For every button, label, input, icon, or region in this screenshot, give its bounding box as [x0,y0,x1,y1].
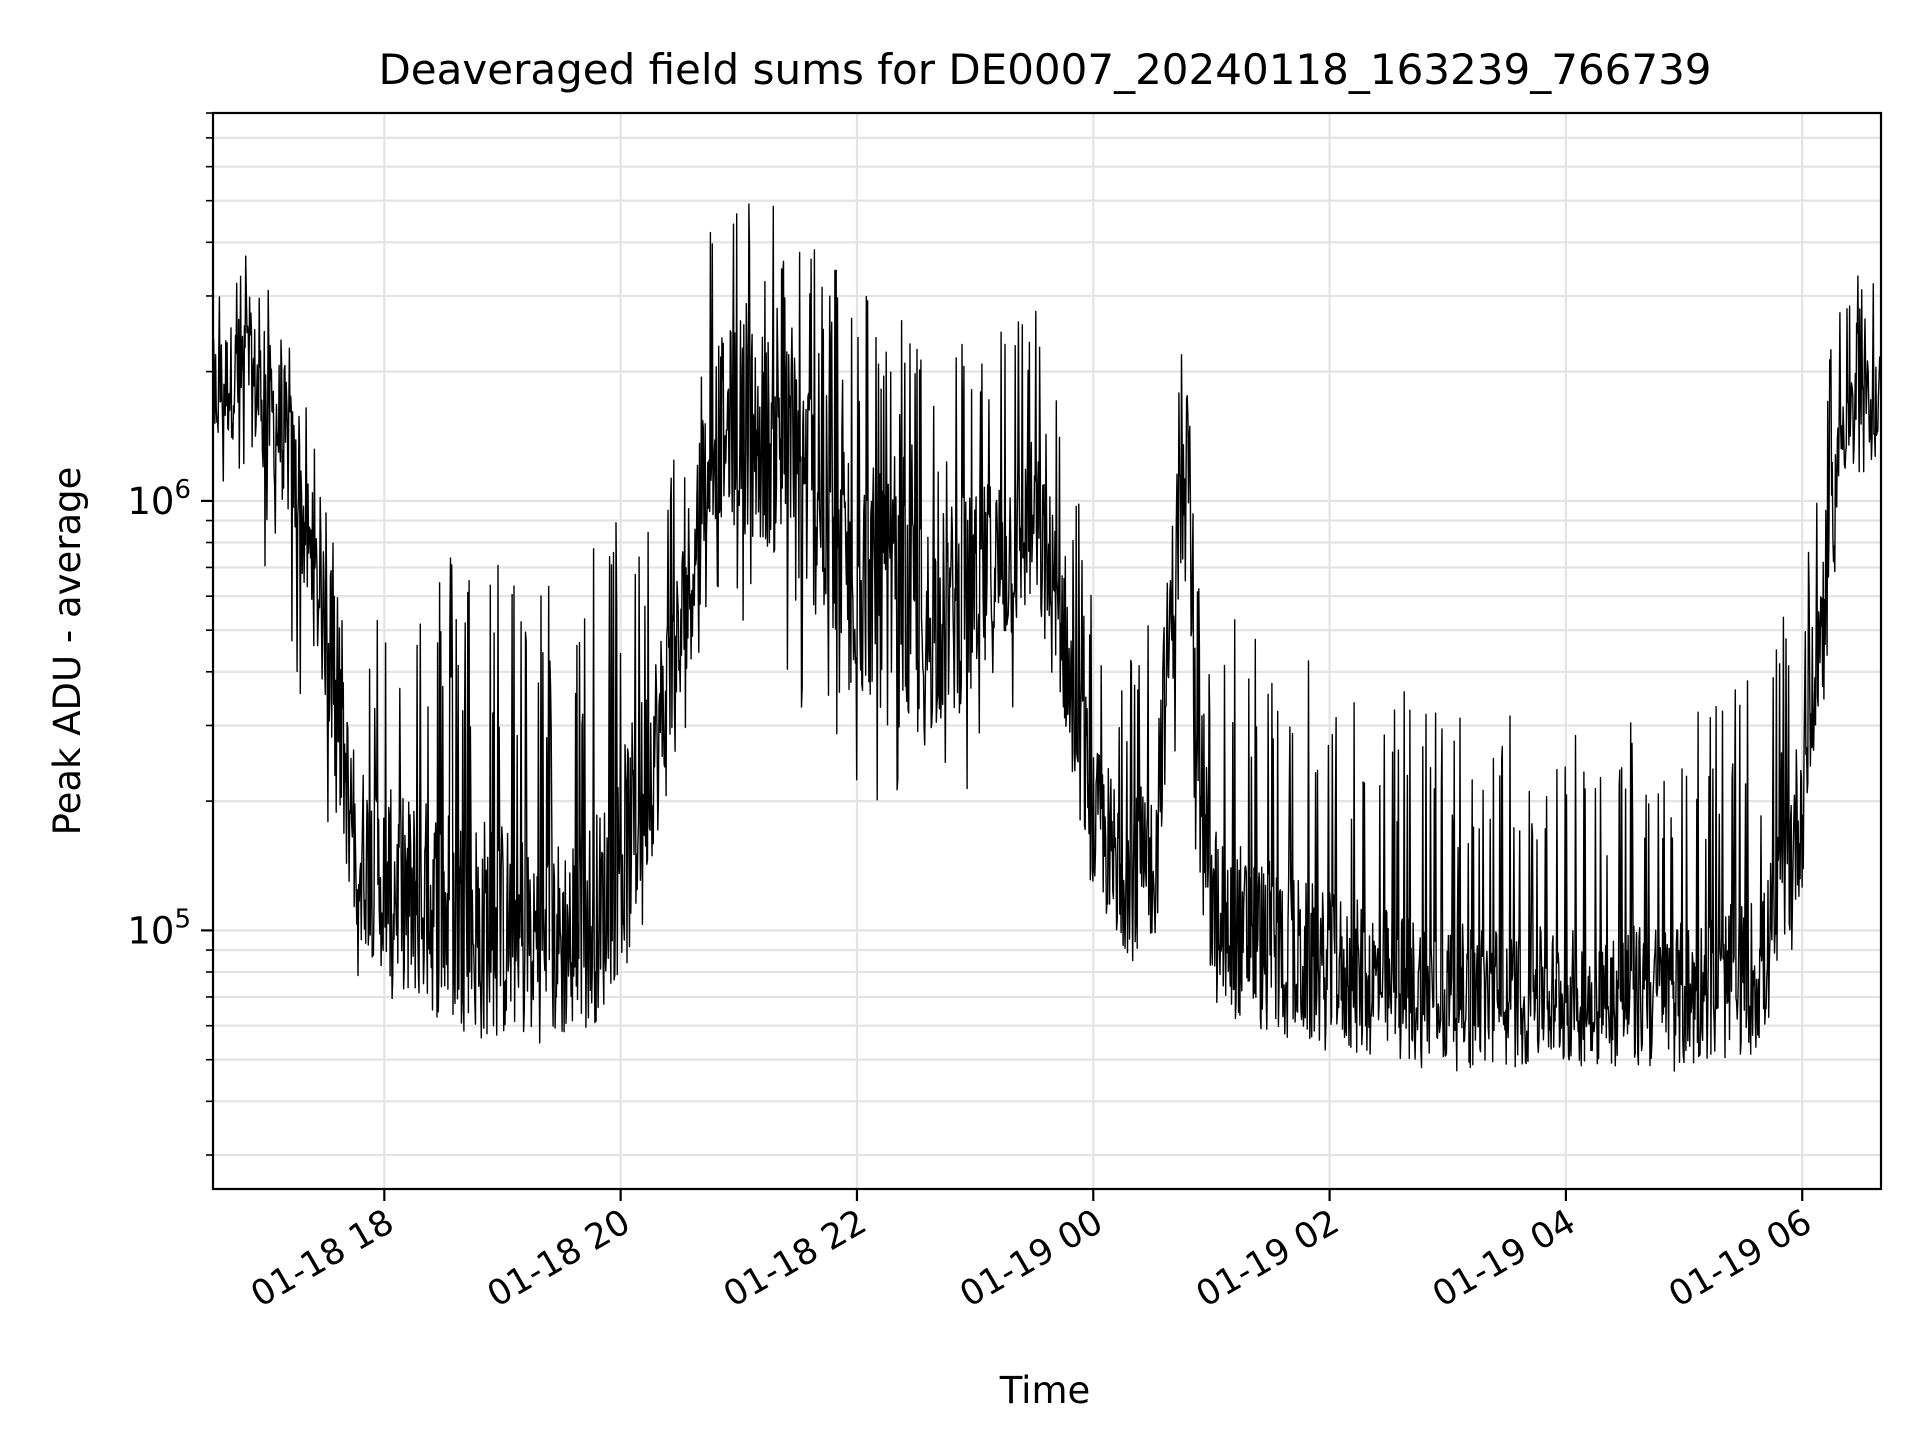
y-tick-label: 106 [127,475,191,523]
x-axis-label: Time [999,1369,1091,1412]
y-axis: 105 106 [127,112,213,1156]
y-tick-label: 105 [127,904,191,952]
chart-title: Deaveraged field sums for DE0007_2024011… [378,45,1711,94]
series-line [213,203,1881,1072]
plot-data-area [213,203,1881,1072]
y-axis-label: Peak ADU - average [46,467,89,836]
series-layer [213,203,1881,1072]
plot-frame [211,111,1883,1191]
